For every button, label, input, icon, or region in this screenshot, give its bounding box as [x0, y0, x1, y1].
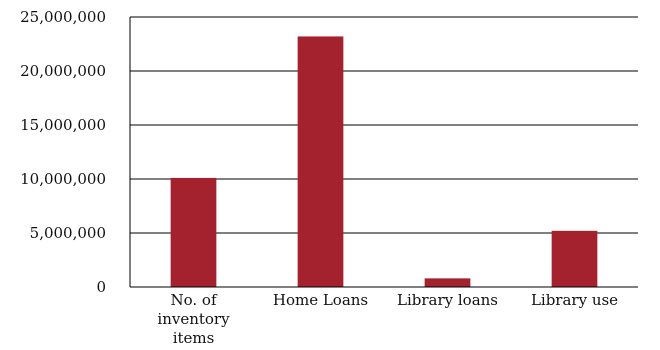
y-tick-label: 25,000,000 — [20, 8, 106, 26]
bar — [170, 177, 217, 287]
axes — [129, 17, 638, 288]
y-axis-tick-labels: 0 5,000,000 10,000,000 15,000,000 20,000,000… — [20, 8, 106, 296]
bar — [551, 230, 598, 287]
y-tick-label: 0 — [96, 278, 106, 296]
x-category-label: No. of inventory items — [157, 291, 230, 347]
bar — [424, 278, 471, 287]
x-category-label: Home Loans — [273, 291, 368, 309]
x-axis-category-labels: No. of inventory items Home Loans Library lo… — [157, 291, 618, 347]
y-tick-label: 20,000,000 — [20, 62, 106, 80]
y-tick-label: 15,000,000 — [20, 116, 106, 134]
bars — [170, 36, 598, 287]
y-tick-label: 10,000,000 — [20, 170, 106, 188]
x-category-label: Library use — [531, 291, 618, 309]
bar — [297, 36, 344, 287]
y-tick-label: 5,000,000 — [30, 224, 106, 242]
x-category-label: Library loans — [397, 291, 498, 309]
